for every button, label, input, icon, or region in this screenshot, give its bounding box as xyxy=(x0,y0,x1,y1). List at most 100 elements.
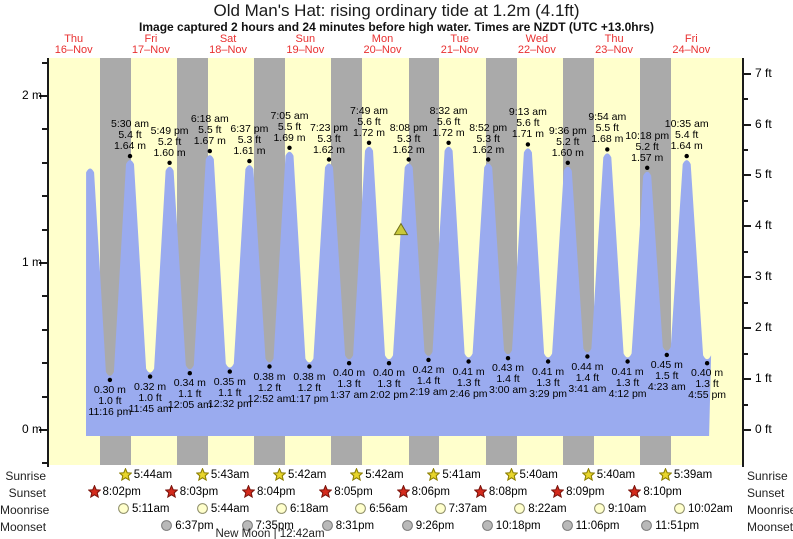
tide-feet: 1.1 ft xyxy=(178,388,202,401)
tide-point-dot xyxy=(326,157,332,162)
tide-feet: 5.3 ft xyxy=(237,134,262,147)
moon-shape xyxy=(641,520,653,531)
star-shape xyxy=(551,485,565,498)
low-tide-label: 0.38 m 1.2 ft 1:17 pm xyxy=(290,370,329,405)
moonrise-moon-icon xyxy=(674,503,685,514)
tide-meters: 1.62 m xyxy=(472,143,505,156)
astro-row-label-moonset: Moonset xyxy=(0,520,47,534)
day-weekday: Sat xyxy=(219,33,237,45)
day-weekday: Sun xyxy=(295,33,316,45)
day-weekday: Wed xyxy=(525,33,549,45)
astro-event-moonrise: 8:22am xyxy=(513,502,567,515)
tide-meters: 0.41 m xyxy=(452,365,485,378)
y-axis-right-tick xyxy=(744,301,748,304)
tide-feet: 5.6 ft xyxy=(436,115,461,128)
day-date: 18–Nov xyxy=(209,44,248,56)
astro-event-moonrise: 6:18am xyxy=(275,502,328,515)
moonrise-time: 5:44am xyxy=(210,502,250,515)
astro-event-sunrise: 5:41am xyxy=(427,468,481,481)
astro-event-sunrise: 5:40am xyxy=(581,468,635,481)
y-axis-left-tick xyxy=(39,95,47,97)
tide-time: 9:36 pm xyxy=(548,124,587,137)
astro-event-moonrise: 5:11am xyxy=(117,502,170,515)
tide-feet: 5.5 ft xyxy=(595,122,619,135)
sunrise-time: 5:42am xyxy=(288,468,327,481)
tide-point-dot xyxy=(386,361,392,366)
low-tide-label: 0.38 m 1.2 ft 12:52 am xyxy=(247,371,292,405)
tide-time: 10:18 pm xyxy=(625,129,670,142)
astro-event-moonset: 8:31pm xyxy=(321,519,374,532)
tide-time: 11:45 am xyxy=(128,402,172,415)
y-axis-left-tick xyxy=(42,462,47,465)
low-tide-label: 0.40 m 1.3 ft 1:37 am xyxy=(330,368,368,401)
tide-meters: 1.64 m xyxy=(113,140,147,153)
tide-time: 7:23 pm xyxy=(310,121,348,134)
star-shape xyxy=(273,468,286,481)
tide-point-dot xyxy=(545,359,551,364)
tide-meters: 1.67 m xyxy=(193,135,226,148)
tide-point-dot xyxy=(684,153,689,159)
tide-point-dot xyxy=(446,140,451,145)
astro-event-sunrise: 5:39am xyxy=(658,468,712,481)
tide-meters: 0.42 m xyxy=(412,363,445,376)
new-moon-label: New Moon | 12:42am xyxy=(215,528,325,539)
tide-meters: 0.35 m xyxy=(213,375,246,388)
star-shape xyxy=(118,468,132,481)
tide-feet: 5.4 ft xyxy=(675,129,699,142)
high-tide-label: 10:18 pm 5.2 ft 1.57 m xyxy=(625,129,670,164)
tide-meters: 0.38 m xyxy=(293,370,326,383)
sunset-time: 8:08pm xyxy=(488,485,528,498)
tide-meters: 1.57 m xyxy=(631,151,664,164)
tide-point-dot xyxy=(664,352,669,358)
tide-feet: 5.5 ft xyxy=(198,124,222,137)
astro-event-sunrise: 5:40am xyxy=(504,468,558,481)
y-axis-left-tick xyxy=(42,61,47,64)
tide-time: 4:55 pm xyxy=(688,389,727,402)
y-axis-right-tick xyxy=(744,378,751,381)
day-date: 22–Nov xyxy=(517,44,556,56)
tide-time: 12:52 am xyxy=(247,392,292,405)
tide-feet: 1.5 ft xyxy=(655,369,679,382)
sunset-star-icon xyxy=(628,485,642,498)
day-weekday: Tue xyxy=(450,33,469,45)
tide-time: 1:17 pm xyxy=(290,392,329,405)
sunrise-star-icon xyxy=(118,468,132,481)
y-axis-left-label: 2 m xyxy=(21,88,42,102)
day-label: Mon 20–Nov xyxy=(351,34,415,56)
moon-shape xyxy=(161,520,173,531)
moonrise-time: 6:56am xyxy=(369,502,408,515)
moon-shape xyxy=(196,503,208,514)
y-axis-right-label: 7 ft xyxy=(755,65,772,80)
tide-point-dot xyxy=(466,359,471,364)
tide-feet: 1.2 ft xyxy=(297,381,322,394)
low-tide-label: 0.43 m 1.4 ft 3:00 am xyxy=(489,363,527,396)
day-date: 24–Nov xyxy=(672,44,711,56)
astro-row-label-moonrise: Moonrise xyxy=(0,503,50,517)
sunset-time: 8:02pm xyxy=(102,485,141,498)
day-label: Sat 18–Nov xyxy=(196,34,260,56)
tide-time: 6:18 am xyxy=(190,113,229,126)
sunrise-time: 5:44am xyxy=(133,468,173,481)
moonset-time: 7:35pm xyxy=(255,519,294,532)
astro-event-sunrise: 5:44am xyxy=(118,468,173,481)
tide-time: 8:52 pm xyxy=(469,121,508,134)
tide-meters: 0.41 m xyxy=(611,365,644,378)
tide-time: 5:49 pm xyxy=(150,124,189,137)
tide-feet: 5.5 ft xyxy=(277,120,302,133)
moon-shape xyxy=(276,503,287,514)
tide-curve-svg xyxy=(86,140,712,437)
tide-feet: 5.6 ft xyxy=(516,117,540,130)
star-shape xyxy=(504,468,518,481)
tide-meters: 1.60 m xyxy=(153,146,186,159)
y-axis-left-tick xyxy=(42,362,47,365)
y-axis-left-tick xyxy=(42,228,47,231)
y-axis-right-tick xyxy=(744,199,748,202)
astro-event-sunset: 8:09pm xyxy=(551,485,604,498)
astro-event-sunset: 8:05pm xyxy=(319,485,373,498)
tide-meters: 0.44 m xyxy=(571,360,604,373)
tide-point-dot xyxy=(267,364,272,369)
tide-feet: 1.3 ft xyxy=(615,376,640,389)
low-tide-label: 0.45 m 1.5 ft 4:23 am xyxy=(648,359,686,393)
tide-time: 8:32 am xyxy=(429,104,468,117)
